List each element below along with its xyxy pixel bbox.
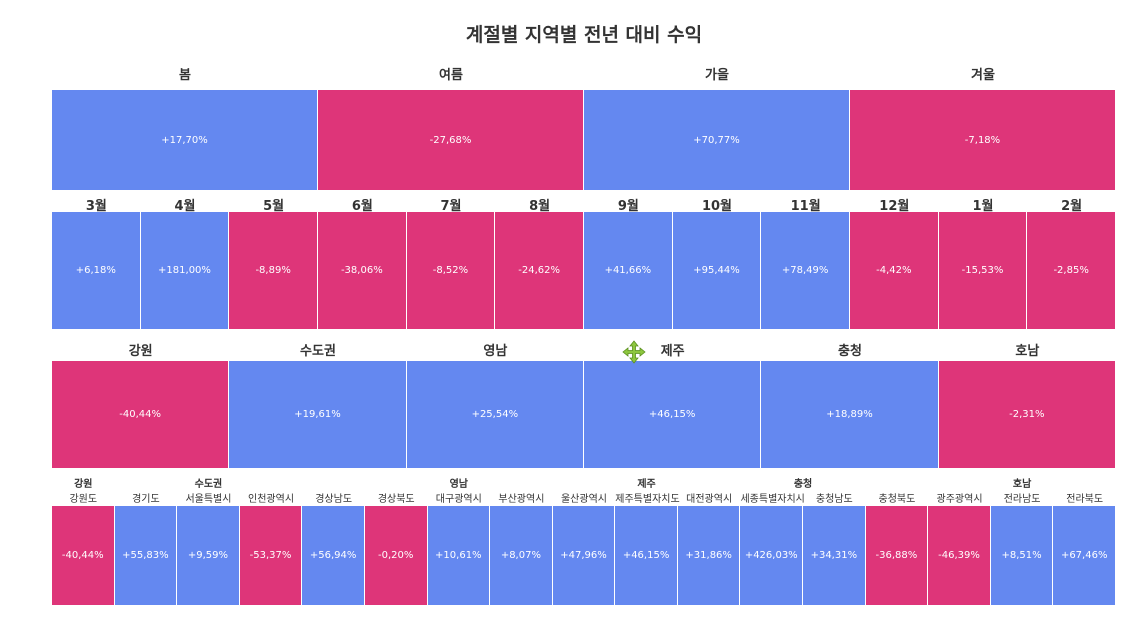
region-cell: -40,44%: [52, 361, 230, 468]
month-label: 2월: [1061, 199, 1083, 214]
province-cell: -46,39%: [928, 506, 991, 605]
group-label: 호남: [1012, 479, 1032, 490]
month-label: 7월: [440, 199, 462, 214]
region-cell: +18,89%: [761, 361, 939, 468]
province-label: 강원도: [69, 494, 98, 505]
province-label: 충청남도: [815, 494, 853, 505]
month-cell: -15,53%: [938, 212, 1028, 329]
month-cell: -4,42%: [850, 212, 939, 329]
province-label: 경상남도: [315, 494, 353, 505]
month-cell: -38,06%: [318, 212, 407, 329]
province-label: 부산광역시: [498, 494, 545, 505]
region-cell: +25,54%: [406, 361, 584, 468]
group-label: 제주: [637, 479, 656, 490]
season-label: 겨울: [971, 68, 995, 83]
province-label: 울산광역시: [560, 494, 607, 505]
region-label: 충청: [838, 344, 862, 359]
month-cell: -2,85%: [1027, 212, 1116, 329]
season-label: 봄: [179, 68, 191, 83]
province-cell: +67,46%: [1053, 506, 1116, 605]
region-label: 호남: [1015, 344, 1040, 359]
group-label: 강원: [74, 479, 93, 490]
region-cell: +19,61%: [229, 361, 407, 468]
province-label: 충청북도: [878, 494, 916, 505]
season-label: 여름: [439, 68, 463, 83]
season-cell: +17,70%: [52, 90, 318, 190]
month-cell: +78,49%: [761, 212, 850, 329]
month-label: 9월: [617, 199, 639, 214]
month-label: 3월: [85, 199, 107, 214]
region-cell: +46,15%: [584, 361, 762, 468]
month-label: 10월: [701, 199, 733, 214]
region-cell: -2,31%: [938, 361, 1116, 468]
month-cell: -8,52%: [406, 212, 496, 329]
province-cell: +55,83%: [114, 506, 178, 605]
province-cell: +47,96%: [552, 506, 616, 605]
month-cell: +6,18%: [52, 212, 141, 329]
province-label: 인천광역시: [248, 494, 295, 505]
province-cell: +8,07%: [490, 506, 553, 605]
province-cell: +34,31%: [803, 506, 866, 605]
province-label: 경상북도: [377, 494, 415, 505]
province-label: 대전광역시: [686, 494, 733, 505]
province-label: 서울특별시: [185, 494, 232, 505]
month-label: 5월: [263, 199, 285, 214]
province-cell: +9,59%: [177, 506, 240, 605]
month-cell: +41,66%: [584, 212, 673, 329]
chart-title: 계절별 지역별 전년 대비 수익: [465, 24, 703, 46]
region-label: 제주: [660, 344, 685, 359]
region-label: 영남: [483, 344, 508, 359]
province-label: 전라남도: [1003, 494, 1041, 505]
province-cell: +46,15%: [615, 506, 678, 605]
province-cell: +426,03%: [740, 506, 804, 605]
province-cell: -53,37%: [239, 506, 303, 605]
season-cell: -7,18%: [850, 90, 1116, 190]
group-label: 영남: [449, 479, 468, 490]
month-cell: +181,00%: [140, 212, 230, 329]
province-cell: +31,86%: [677, 506, 741, 605]
group-label: 수도권: [194, 479, 223, 490]
month-cell: -24,62%: [495, 212, 584, 329]
group-label: 충청: [793, 479, 813, 490]
province-cell: +56,94%: [302, 506, 365, 605]
province-cell: -0,20%: [364, 506, 428, 605]
province-label: 경기도: [132, 494, 160, 505]
season-cell: -27,68%: [318, 90, 584, 190]
month-label: 12월: [879, 199, 910, 214]
month-label: 11월: [790, 199, 821, 214]
province-label: 대구광역시: [435, 494, 482, 505]
province-label: 세종특별자치시: [740, 494, 805, 505]
month-label: 4월: [174, 199, 196, 214]
month-label: 1월: [972, 199, 994, 214]
season-label: 가을: [705, 68, 729, 83]
province-cell: +8,51%: [990, 506, 1054, 605]
province-label: 광주광역시: [936, 494, 983, 505]
province-cell: +10,61%: [427, 506, 491, 605]
region-label: 수도권: [300, 344, 336, 359]
province-cell: -40,44%: [52, 506, 115, 605]
region-label: 강원: [128, 344, 153, 359]
month-label: 8월: [529, 199, 551, 214]
month-cell: -8,89%: [229, 212, 318, 329]
move-icon: [622, 340, 646, 364]
province-cell: -36,88%: [865, 506, 929, 605]
month-cell: +95,44%: [672, 212, 762, 329]
province-label: 전라북도: [1066, 494, 1104, 505]
province-label: 제주특별자치도: [615, 494, 680, 505]
season-cell: +70,77%: [584, 90, 850, 190]
month-label: 6월: [351, 199, 373, 214]
